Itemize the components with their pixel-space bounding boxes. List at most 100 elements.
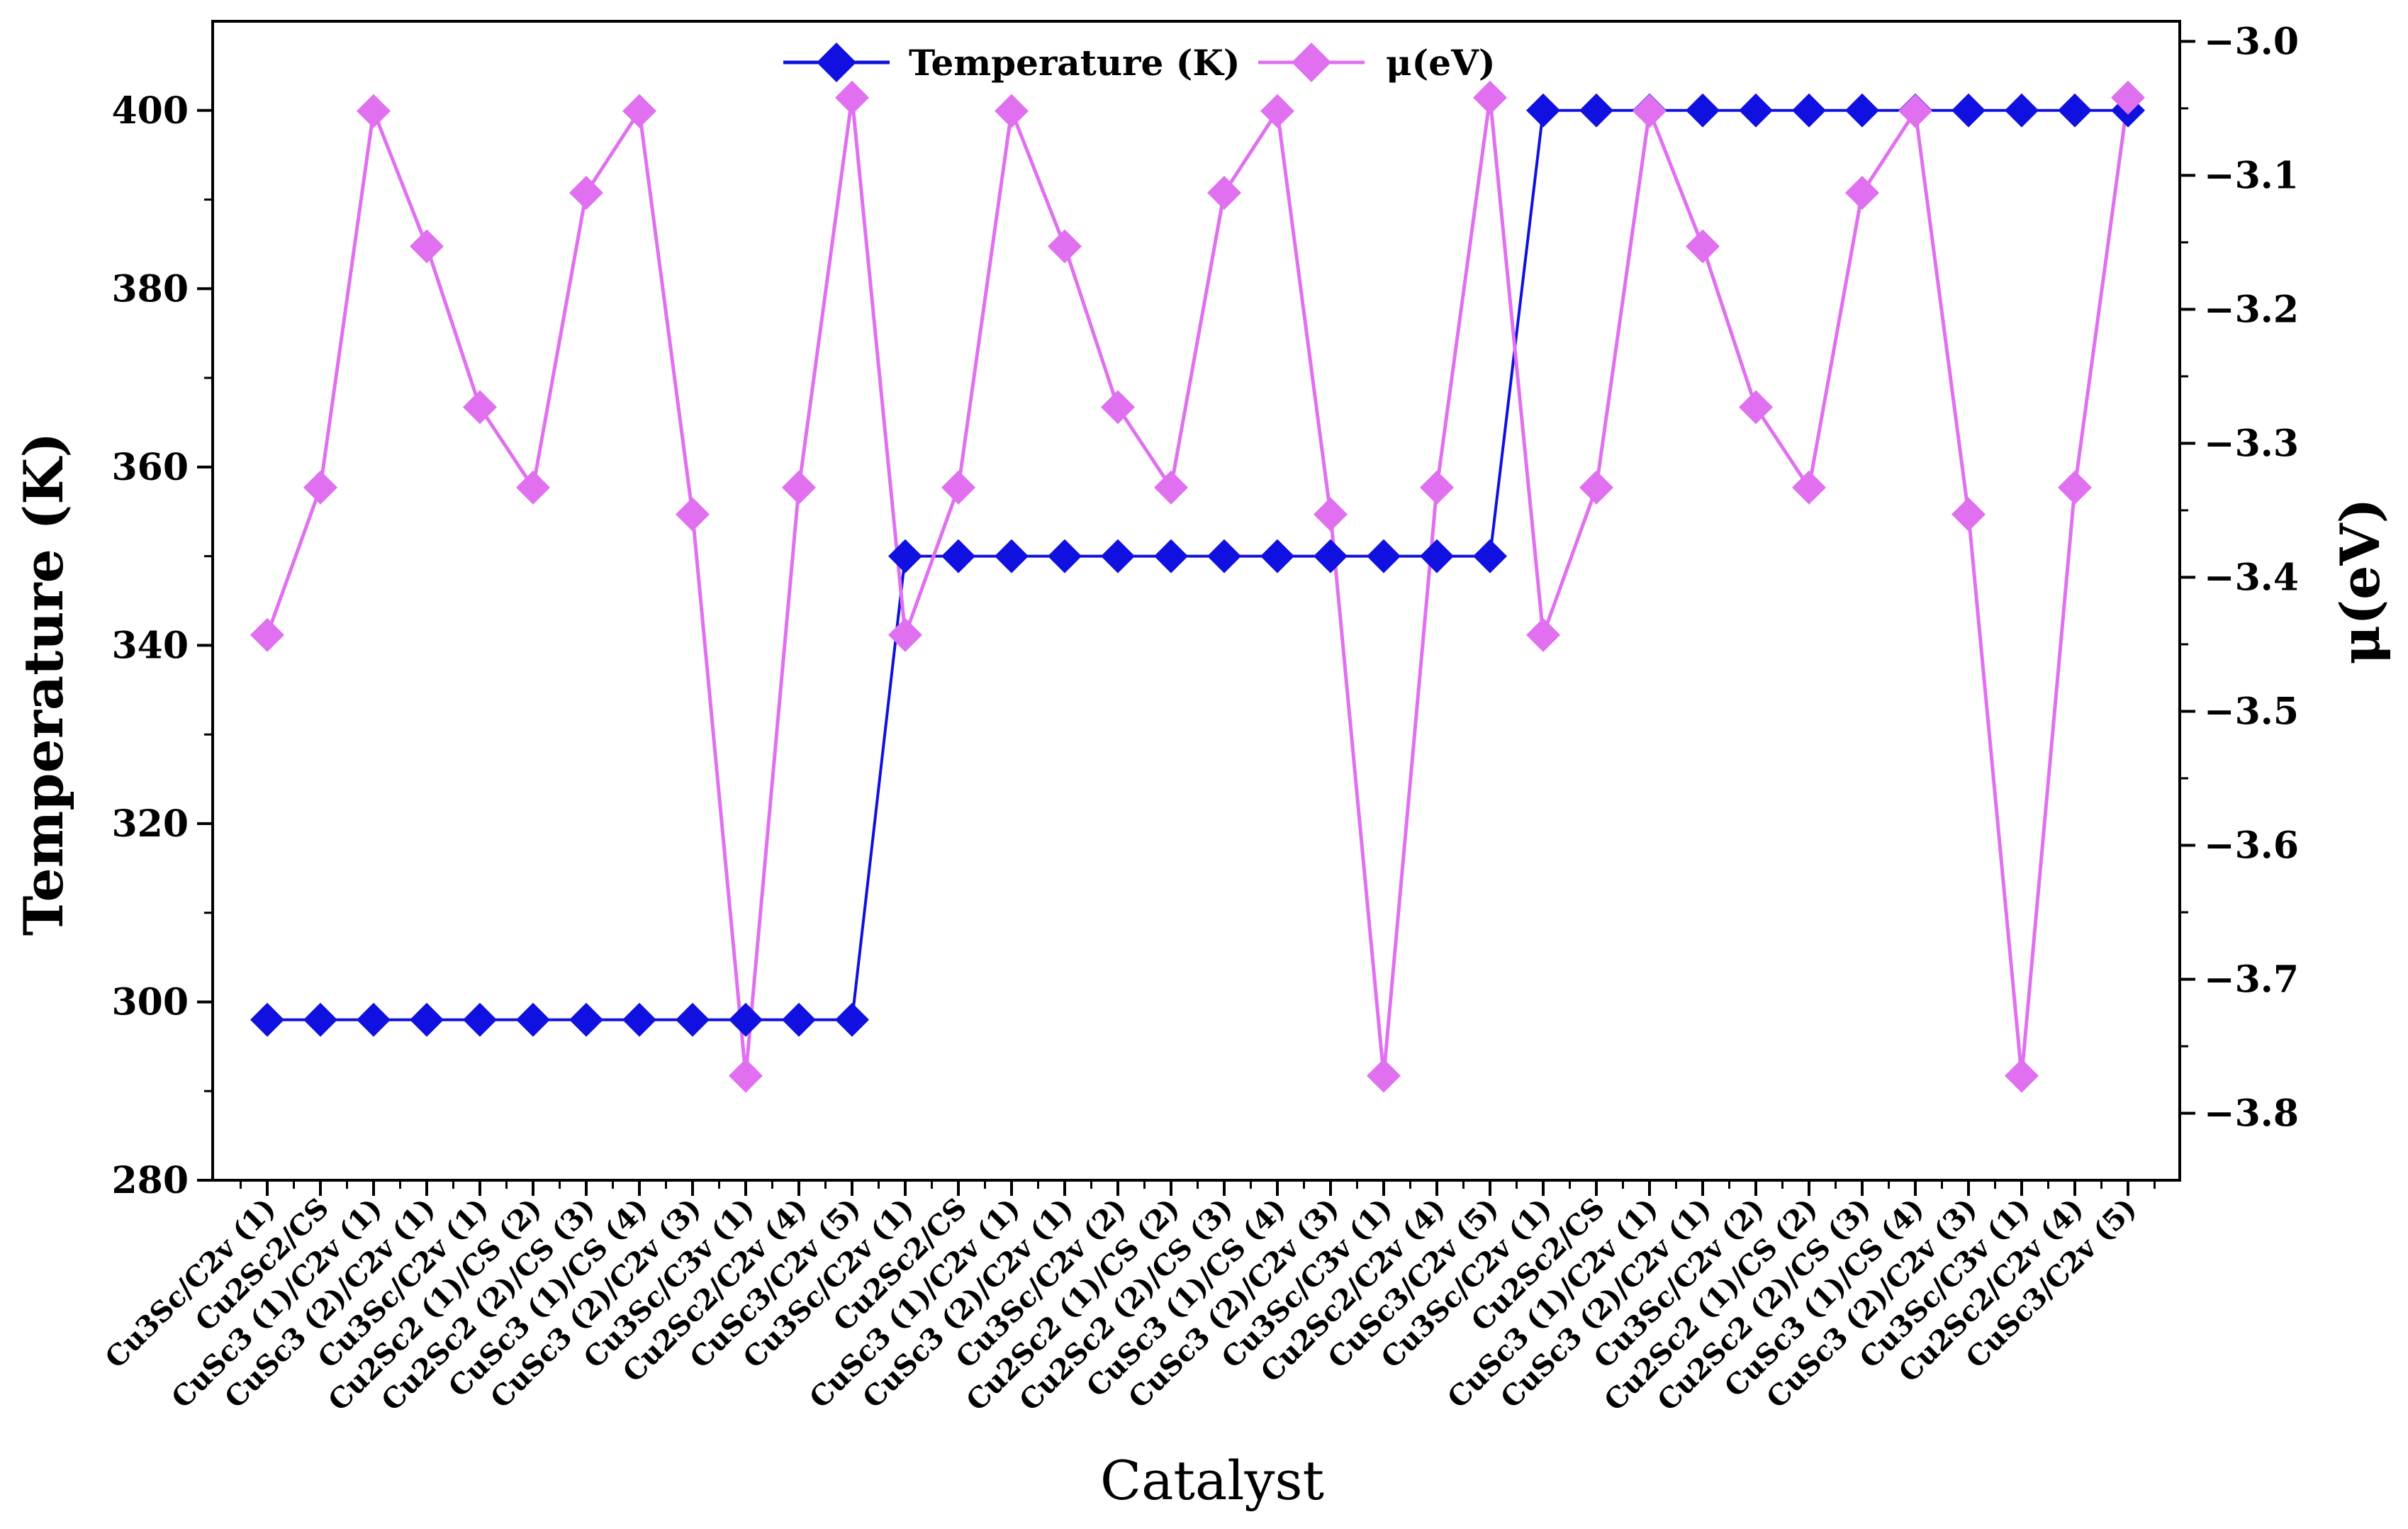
- data-point-temperature: [1739, 93, 1773, 128]
- legend-temperature-marker: [817, 43, 856, 82]
- data-point-mu: [1207, 175, 1241, 210]
- data-point-temperature: [888, 539, 922, 573]
- data-point-mu: [1898, 94, 1932, 128]
- data-point-temperature: [1154, 539, 1188, 573]
- plot-border: [211, 20, 2181, 1182]
- data-point-temperature: [729, 1002, 763, 1037]
- left-tick-label: 280: [111, 1159, 189, 1202]
- data-point-mu: [303, 470, 337, 505]
- legend-temperature-label: Temperature (K): [909, 42, 1240, 84]
- data-point-temperature: [941, 539, 975, 573]
- data-point-mu: [1792, 470, 1826, 505]
- left-tick-label: 400: [111, 89, 189, 133]
- legend-mu-label: μ(eV): [1386, 42, 1496, 84]
- data-point-temperature: [1367, 539, 1401, 573]
- data-point-temperature: [1845, 93, 1879, 128]
- left-y-axis: 280 300 320 340 360 380 400: [111, 89, 213, 1202]
- data-point-mu: [2005, 1058, 2039, 1093]
- data-point-temperature: [1260, 539, 1294, 573]
- data-point-temperature: [676, 1002, 710, 1037]
- legend: Temperature (K) μ(eV): [783, 42, 1496, 84]
- data-point-temperature: [250, 1002, 284, 1037]
- data-point-mu: [622, 94, 656, 128]
- data-point-mu: [1579, 470, 1613, 505]
- plot-frame: [211, 20, 2181, 1182]
- data-point-mu: [1739, 390, 1773, 425]
- data-point-mu: [782, 470, 816, 505]
- data-point-temperature: [303, 1002, 337, 1037]
- data-point-temperature: [622, 1002, 656, 1037]
- data-point-mu: [1260, 94, 1294, 128]
- x-axis-title: Catalyst: [1100, 1449, 1324, 1512]
- data-point-mu: [1526, 617, 1560, 652]
- left-tick-label: 340: [111, 624, 189, 667]
- right-tick-label: −3.8: [2204, 1092, 2299, 1135]
- left-tick-label: 380: [111, 267, 189, 310]
- right-y-axis: −3.8 −3.7 −3.6 −3.5 −3.4 −3.3 −3.2 −3.1 −3.0: [2180, 20, 2299, 1135]
- data-point-mu: [1048, 229, 1082, 264]
- left-tick-label: 320: [111, 802, 189, 846]
- data-point-temperature: [1792, 93, 1826, 128]
- data-point-mu: [941, 470, 975, 505]
- data-point-temperature: [2005, 93, 2039, 128]
- right-tick-label: −3.7: [2204, 958, 2299, 1001]
- data-point-mu: [835, 80, 869, 115]
- data-point-mu: [516, 470, 550, 505]
- data-point-mu: [1367, 1058, 1401, 1093]
- data-point-mu: [463, 390, 497, 425]
- data-point-temperature: [1207, 539, 1241, 573]
- data-point-mu: [1473, 80, 1507, 115]
- series-line-temperature: [267, 108, 2128, 1021]
- data-point-mu: [1951, 497, 1986, 532]
- data-point-mu: [1420, 470, 1454, 505]
- right-tick-label: −3.1: [2204, 154, 2299, 197]
- y2-axis-title: μ(eV): [2329, 498, 2392, 665]
- data-point-temperature: [1420, 539, 1454, 573]
- right-tick-label: −3.4: [2204, 556, 2299, 599]
- data-point-temperature: [357, 1002, 391, 1037]
- data-point-mu: [1154, 470, 1188, 505]
- right-tick-label: −3.0: [2204, 20, 2299, 63]
- data-point-mu: [1686, 229, 1720, 264]
- data-point-temperature: [1101, 539, 1135, 573]
- right-tick-label: −3.3: [2204, 422, 2299, 465]
- data-point-temperature: [782, 1002, 816, 1037]
- data-point-temperature: [1579, 93, 1613, 128]
- data-point-temperature: [410, 1002, 444, 1037]
- data-point-temperature: [1526, 93, 1560, 128]
- data-point-temperature: [2058, 93, 2092, 128]
- data-point-temperature: [1314, 539, 1348, 573]
- data-point-mu: [250, 617, 284, 652]
- data-point-mu: [995, 94, 1029, 128]
- right-tick-label: −3.5: [2204, 690, 2299, 733]
- data-point-mu: [1101, 390, 1135, 425]
- data-point-mu: [2058, 470, 2092, 505]
- data-point-temperature: [463, 1002, 497, 1037]
- data-point-temperature: [995, 539, 1029, 573]
- data-point-temperature: [516, 1002, 550, 1037]
- data-point-temperature: [1473, 539, 1507, 573]
- right-tick-label: −3.2: [2204, 288, 2299, 331]
- data-point-mu: [410, 229, 444, 264]
- data-point-mu: [1633, 94, 1667, 128]
- data-point-temperature: [1951, 93, 1986, 128]
- series-layer: [250, 80, 2145, 1093]
- left-tick-label: 300: [111, 980, 189, 1024]
- data-point-mu: [357, 94, 391, 128]
- data-point-mu: [2111, 80, 2145, 115]
- data-point-temperature: [835, 1002, 869, 1037]
- data-point-mu: [729, 1058, 763, 1093]
- data-point-mu: [569, 175, 603, 210]
- data-point-mu: [888, 617, 922, 652]
- data-point-mu: [1314, 497, 1348, 532]
- legend-mu-marker: [1292, 43, 1331, 82]
- data-point-temperature: [1686, 93, 1720, 128]
- data-point-mu: [1845, 175, 1879, 210]
- y-axis-title: Temperature (K): [12, 432, 75, 936]
- data-point-mu: [676, 497, 710, 532]
- left-tick-label: 360: [111, 446, 189, 489]
- right-tick-label: −3.6: [2204, 824, 2299, 867]
- series-line-mu: [265, 97, 2130, 1076]
